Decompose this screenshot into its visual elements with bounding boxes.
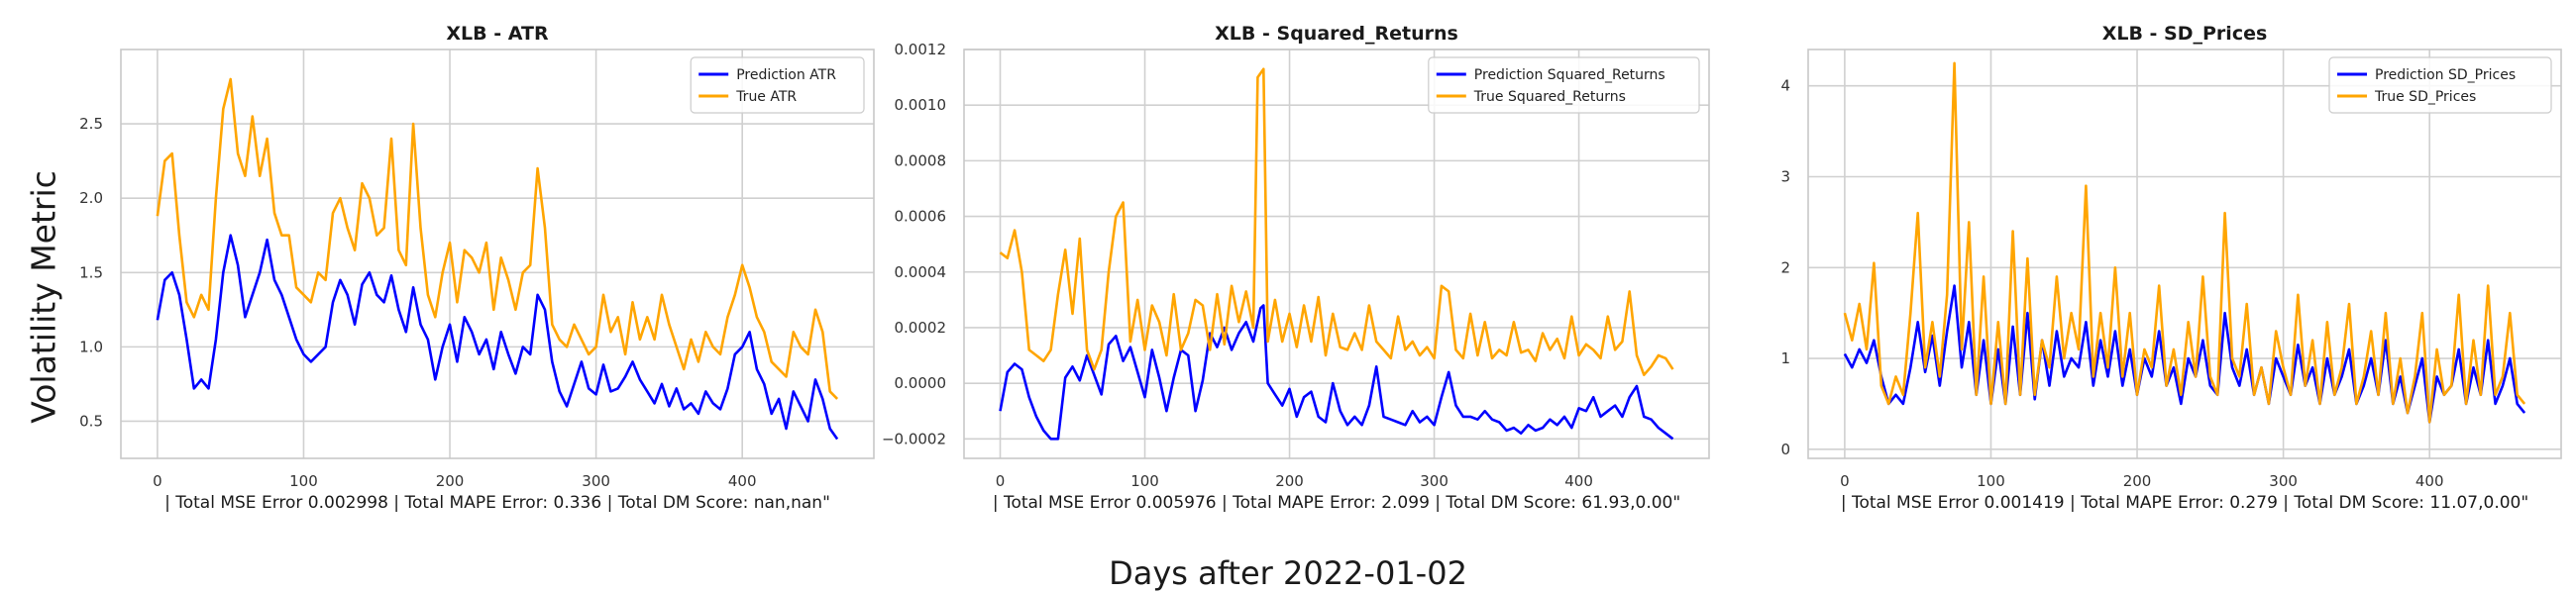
y-tick-label: 2.5 xyxy=(79,115,103,133)
y-tick-label: 1.0 xyxy=(79,338,103,355)
chart-title: XLB - Squared_Returns xyxy=(1215,23,1458,45)
x-tick-label: 200 xyxy=(2123,472,2152,490)
y-tick-label: 0 xyxy=(1780,441,1790,458)
legend: Prediction SD_Prices True SD_Prices xyxy=(2328,56,2552,114)
x-tick-label: 100 xyxy=(1977,472,2005,490)
plot-frame xyxy=(120,49,875,459)
legend-box xyxy=(1428,56,1700,114)
chart-title: XLB - SD_Prices xyxy=(2102,23,2268,45)
x-tick-label: 200 xyxy=(1275,472,1304,490)
y-tick-label: −0.0002 xyxy=(882,430,946,447)
figure-x-axis-label: Days after 2022-01-02 xyxy=(1109,554,1467,592)
legend-label: Prediction Squared_Returns xyxy=(1474,67,1665,83)
series-line-prediction xyxy=(156,234,839,441)
y-tick-label: 3 xyxy=(1780,167,1790,185)
x-tick-label: 400 xyxy=(2415,472,2444,490)
chart-title: XLB - ATR xyxy=(446,23,549,45)
x-tick-label: 200 xyxy=(436,472,465,490)
y-tick-label: 0.0010 xyxy=(895,96,947,114)
legend-box xyxy=(690,56,865,114)
legend: Prediction ATR True ATR xyxy=(690,56,865,114)
y-tick-label: 1.5 xyxy=(79,263,103,281)
legend: Prediction Squared_Returns True Squared_R… xyxy=(1428,56,1700,114)
series-line-true xyxy=(156,77,839,400)
x-tick-label: 0 xyxy=(1840,472,1850,490)
x-axis-label: | Total MSE Error 0.001419 | Total MAPE … xyxy=(1841,493,2528,513)
legend-label: True ATR xyxy=(735,89,797,105)
series-line-true xyxy=(999,67,1674,377)
legend-label: True Squared_Returns xyxy=(1473,89,1626,105)
figure-y-axis-label-text: Volatility Metric xyxy=(24,170,63,424)
y-tick-label: 0.0004 xyxy=(895,263,947,281)
x-axis-label: | Total MSE Error 0.005976 | Total MAPE … xyxy=(993,493,1680,513)
x-tick-label: 0 xyxy=(996,472,1006,490)
y-tick-label: 0.0002 xyxy=(895,319,947,337)
legend-box xyxy=(2328,56,2552,114)
y-tick-label: 0.0006 xyxy=(895,208,947,226)
x-tick-label: 300 xyxy=(1420,472,1449,490)
series-line-prediction xyxy=(999,304,1674,441)
x-tick-label: 400 xyxy=(728,472,757,490)
legend-label: True SD_Prices xyxy=(2374,89,2476,105)
chart-panel-2: 0 100 200 300 400 −0.0002 0.0000 0.0002 0.0004 0.… xyxy=(882,23,1710,513)
x-tick-label: 0 xyxy=(153,472,162,490)
chart-panel-1: 0 100 200 300 400 0.5 1.0 1.5 2.0 2.5 XLB - ATR | T… xyxy=(79,23,875,513)
x-tick-label: 100 xyxy=(289,472,318,490)
series-line-true xyxy=(1843,61,2526,424)
y-tick-label: 0.0008 xyxy=(895,151,947,169)
y-tick-label: 2.0 xyxy=(79,189,103,207)
x-axis-label: | Total MSE Error 0.002998 | Total MAPE … xyxy=(164,493,830,513)
x-tick-label: 400 xyxy=(1564,472,1593,490)
plot-frame xyxy=(963,49,1710,459)
legend-label: Prediction SD_Prices xyxy=(2375,67,2516,83)
y-tick-label: 0.5 xyxy=(79,412,103,430)
plot-frame xyxy=(1807,49,2562,459)
y-tick-label: 0.0000 xyxy=(895,374,947,392)
x-tick-label: 300 xyxy=(582,472,610,490)
chart-panel-3: 0 100 200 300 400 0 1 2 3 4 XLB - SD_Prices | Total… xyxy=(1780,23,2562,513)
y-tick-label: 2 xyxy=(1780,258,1790,276)
legend-label: Prediction ATR xyxy=(736,67,836,83)
y-tick-label: 4 xyxy=(1780,77,1790,95)
x-tick-label: 100 xyxy=(1130,472,1159,490)
y-tick-label: 1 xyxy=(1780,349,1790,367)
x-tick-label: 300 xyxy=(2269,472,2298,490)
y-tick-label: 0.0012 xyxy=(895,41,947,58)
